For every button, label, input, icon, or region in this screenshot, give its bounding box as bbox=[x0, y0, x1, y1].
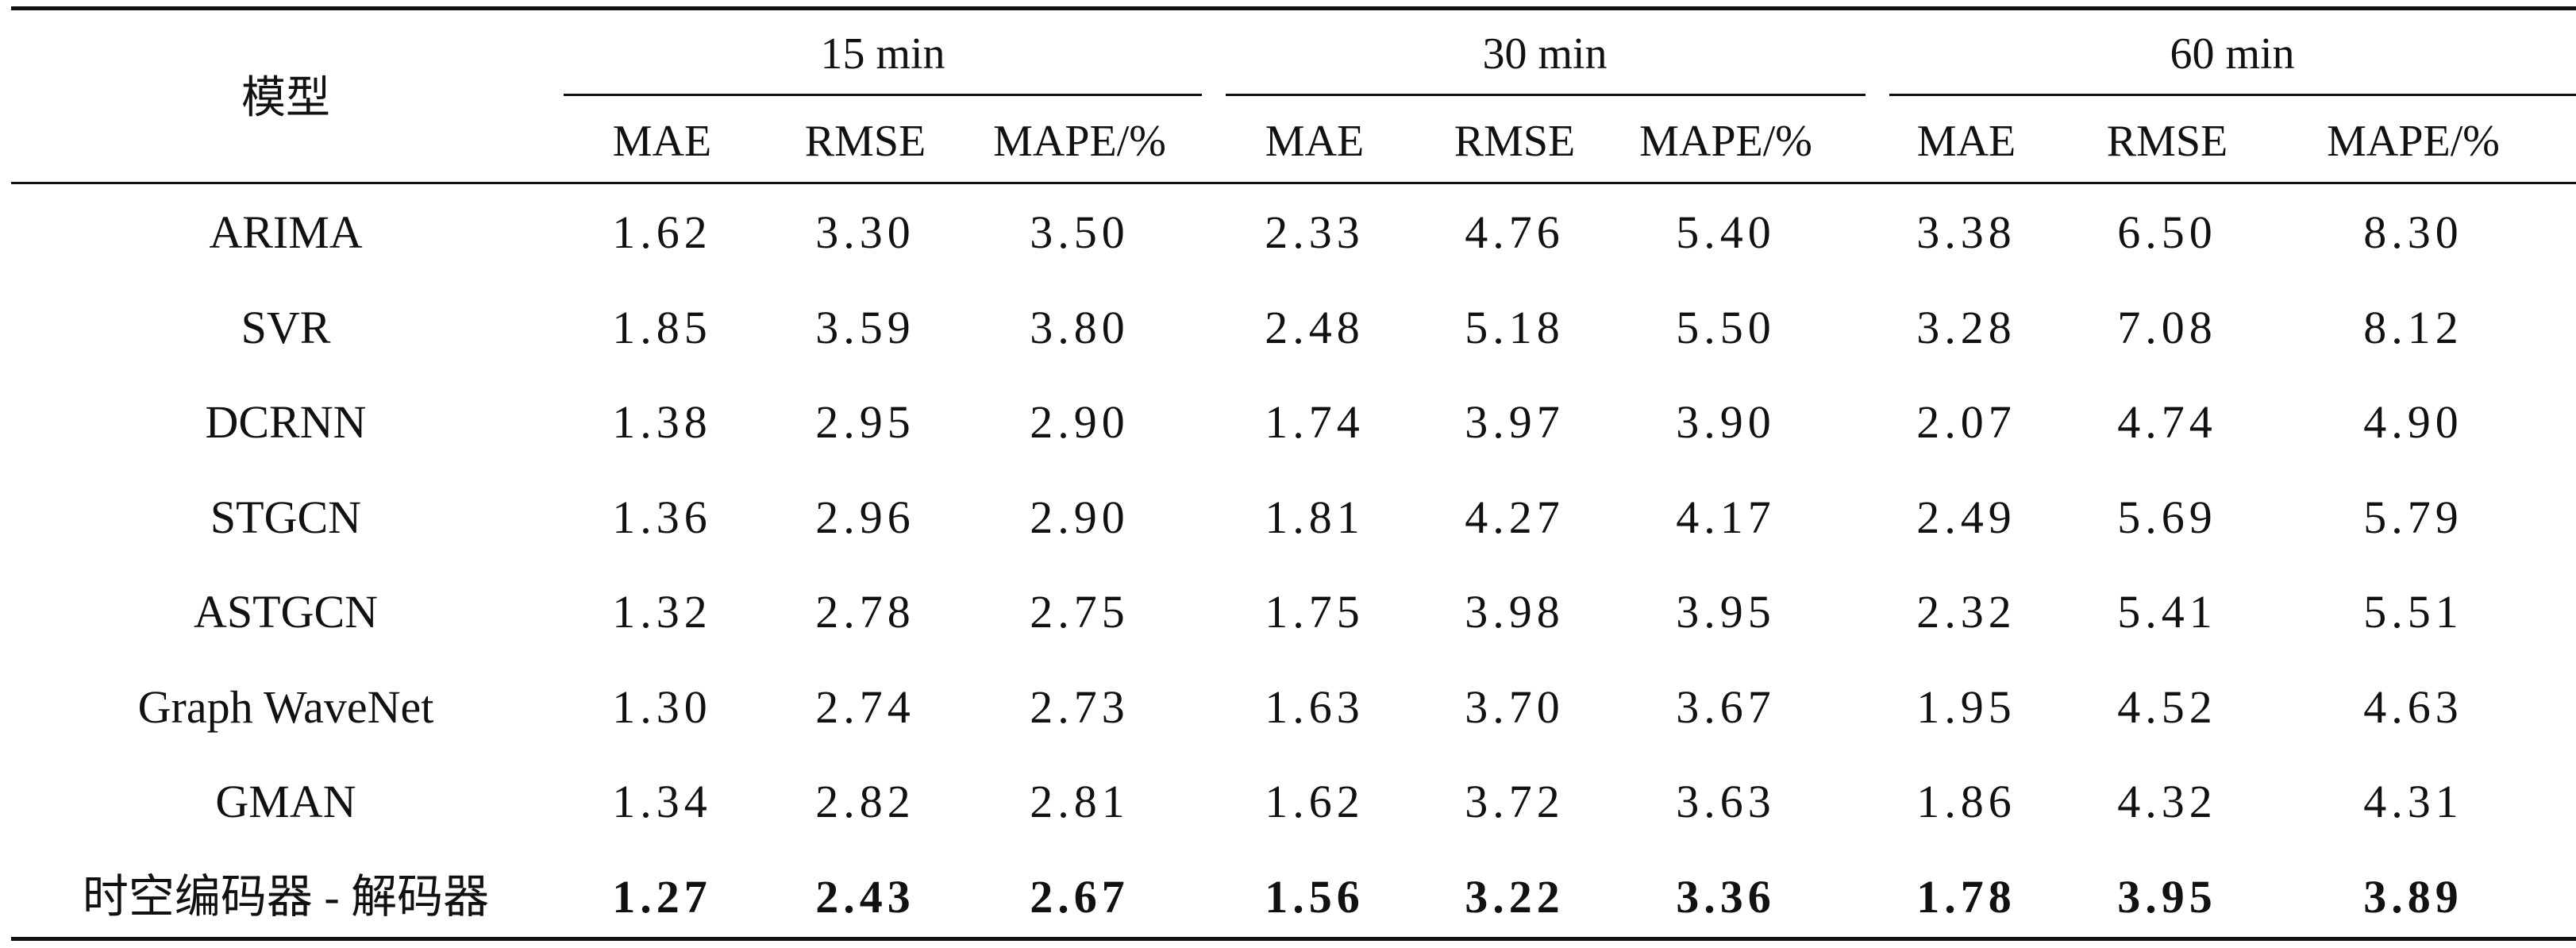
value-cell: 3.63 bbox=[1676, 776, 1776, 827]
value-cell: 2.95 bbox=[815, 396, 915, 448]
value-cell: 2.90 bbox=[1030, 491, 1130, 543]
value-cell: 3.70 bbox=[1465, 680, 1565, 733]
metric-header: RMSE bbox=[804, 117, 926, 166]
metric-header: RMSE bbox=[2106, 117, 2228, 166]
value-cell: 3.30 bbox=[815, 206, 915, 258]
model-name-cell: STGCN bbox=[210, 491, 362, 543]
value-cell: 1.56 bbox=[1265, 870, 1365, 923]
value-cell: 4.63 bbox=[2363, 680, 2463, 733]
value-cell: 4.76 bbox=[1465, 206, 1565, 258]
model-column-header: 模型 bbox=[241, 74, 330, 123]
value-cell: 3.97 bbox=[1465, 396, 1565, 448]
value-cell: 4.32 bbox=[2117, 776, 2217, 827]
value-cell: 4.31 bbox=[2363, 776, 2463, 827]
metric-header: MAPE/% bbox=[2327, 117, 2500, 166]
value-cell: 3.59 bbox=[815, 301, 915, 353]
group-header: 60 min bbox=[2170, 29, 2295, 79]
value-cell: 2.82 bbox=[815, 776, 915, 827]
metric-header: RMSE bbox=[1454, 117, 1576, 166]
value-cell: 4.17 bbox=[1676, 491, 1776, 543]
value-cell: 2.48 bbox=[1265, 301, 1365, 353]
table-bottom-rule bbox=[11, 937, 2576, 941]
value-cell: 2.32 bbox=[1916, 586, 2016, 638]
table-top-rule bbox=[11, 6, 2576, 10]
value-cell: 1.30 bbox=[612, 680, 712, 733]
metric-header: MAPE/% bbox=[1639, 117, 1812, 166]
value-cell: 3.72 bbox=[1465, 776, 1565, 827]
value-cell: 2.81 bbox=[1030, 776, 1130, 827]
model-name-cell: ASTGCN bbox=[193, 586, 379, 638]
value-cell: 2.90 bbox=[1030, 396, 1130, 448]
group-rule-15min bbox=[564, 94, 1202, 96]
value-cell: 3.28 bbox=[1916, 301, 2016, 353]
model-name-cell: 时空编码器 - 解码器 bbox=[82, 870, 490, 923]
value-cell: 2.33 bbox=[1265, 206, 1365, 258]
group-rule-60min bbox=[1889, 94, 2576, 96]
model-name-cell: GMAN bbox=[215, 776, 356, 827]
value-cell: 4.52 bbox=[2117, 680, 2217, 733]
value-cell: 1.62 bbox=[1265, 776, 1365, 827]
value-cell: 3.90 bbox=[1676, 396, 1776, 448]
value-cell: 3.98 bbox=[1465, 586, 1565, 638]
model-name-cell: Graph WaveNet bbox=[137, 680, 434, 733]
value-cell: 1.85 bbox=[612, 301, 712, 353]
value-cell: 2.75 bbox=[1030, 586, 1130, 638]
metric-header: MAPE/% bbox=[993, 117, 1166, 166]
value-cell: 5.79 bbox=[2363, 491, 2463, 543]
value-cell: 5.51 bbox=[2363, 586, 2463, 638]
value-cell: 5.18 bbox=[1465, 301, 1565, 353]
value-cell: 1.75 bbox=[1265, 586, 1365, 638]
value-cell: 1.86 bbox=[1916, 776, 2016, 827]
value-cell: 1.78 bbox=[1916, 870, 2016, 923]
value-cell: 1.62 bbox=[612, 206, 712, 258]
metric-header: MAE bbox=[1265, 117, 1365, 166]
value-cell: 4.74 bbox=[2117, 396, 2217, 448]
value-cell: 1.74 bbox=[1265, 396, 1365, 448]
value-cell: 2.67 bbox=[1030, 870, 1130, 923]
value-cell: 1.81 bbox=[1265, 491, 1365, 543]
model-name-cell: SVR bbox=[241, 301, 331, 353]
value-cell: 3.67 bbox=[1676, 680, 1776, 733]
group-header: 30 min bbox=[1482, 29, 1608, 79]
value-cell: 3.22 bbox=[1465, 870, 1565, 923]
value-cell: 1.34 bbox=[612, 776, 712, 827]
value-cell: 8.12 bbox=[2363, 301, 2463, 353]
value-cell: 2.78 bbox=[815, 586, 915, 638]
value-cell: 1.95 bbox=[1916, 680, 2016, 733]
value-cell: 1.36 bbox=[612, 491, 712, 543]
value-cell: 5.69 bbox=[2117, 491, 2217, 543]
value-cell: 1.27 bbox=[612, 870, 712, 923]
value-cell: 4.27 bbox=[1465, 491, 1565, 543]
value-cell: 3.89 bbox=[2363, 870, 2463, 923]
table-header-rule bbox=[11, 182, 2576, 184]
value-cell: 2.96 bbox=[815, 491, 915, 543]
value-cell: 3.95 bbox=[2117, 870, 2217, 923]
model-name-cell: DCRNN bbox=[205, 396, 367, 448]
value-cell: 1.32 bbox=[612, 586, 712, 638]
metric-header: MAE bbox=[612, 117, 712, 166]
value-cell: 2.49 bbox=[1916, 491, 2016, 543]
value-cell: 7.08 bbox=[2117, 301, 2217, 353]
value-cell: 2.07 bbox=[1916, 396, 2016, 448]
value-cell: 2.74 bbox=[815, 680, 915, 733]
value-cell: 3.38 bbox=[1916, 206, 2016, 258]
value-cell: 1.63 bbox=[1265, 680, 1365, 733]
value-cell: 5.40 bbox=[1676, 206, 1776, 258]
value-cell: 3.80 bbox=[1030, 301, 1130, 353]
value-cell: 3.36 bbox=[1676, 870, 1776, 923]
value-cell: 3.95 bbox=[1676, 586, 1776, 638]
group-header: 15 min bbox=[820, 29, 945, 79]
value-cell: 3.50 bbox=[1030, 206, 1130, 258]
value-cell: 8.30 bbox=[2363, 206, 2463, 258]
value-cell: 2.73 bbox=[1030, 680, 1130, 733]
value-cell: 5.41 bbox=[2117, 586, 2217, 638]
value-cell: 5.50 bbox=[1676, 301, 1776, 353]
metric-header: MAE bbox=[1916, 117, 2016, 166]
value-cell: 6.50 bbox=[2117, 206, 2217, 258]
group-rule-30min bbox=[1226, 94, 1866, 96]
value-cell: 2.43 bbox=[815, 870, 915, 923]
value-cell: 1.38 bbox=[612, 396, 712, 448]
value-cell: 4.90 bbox=[2363, 396, 2463, 448]
model-name-cell: ARIMA bbox=[209, 206, 363, 258]
